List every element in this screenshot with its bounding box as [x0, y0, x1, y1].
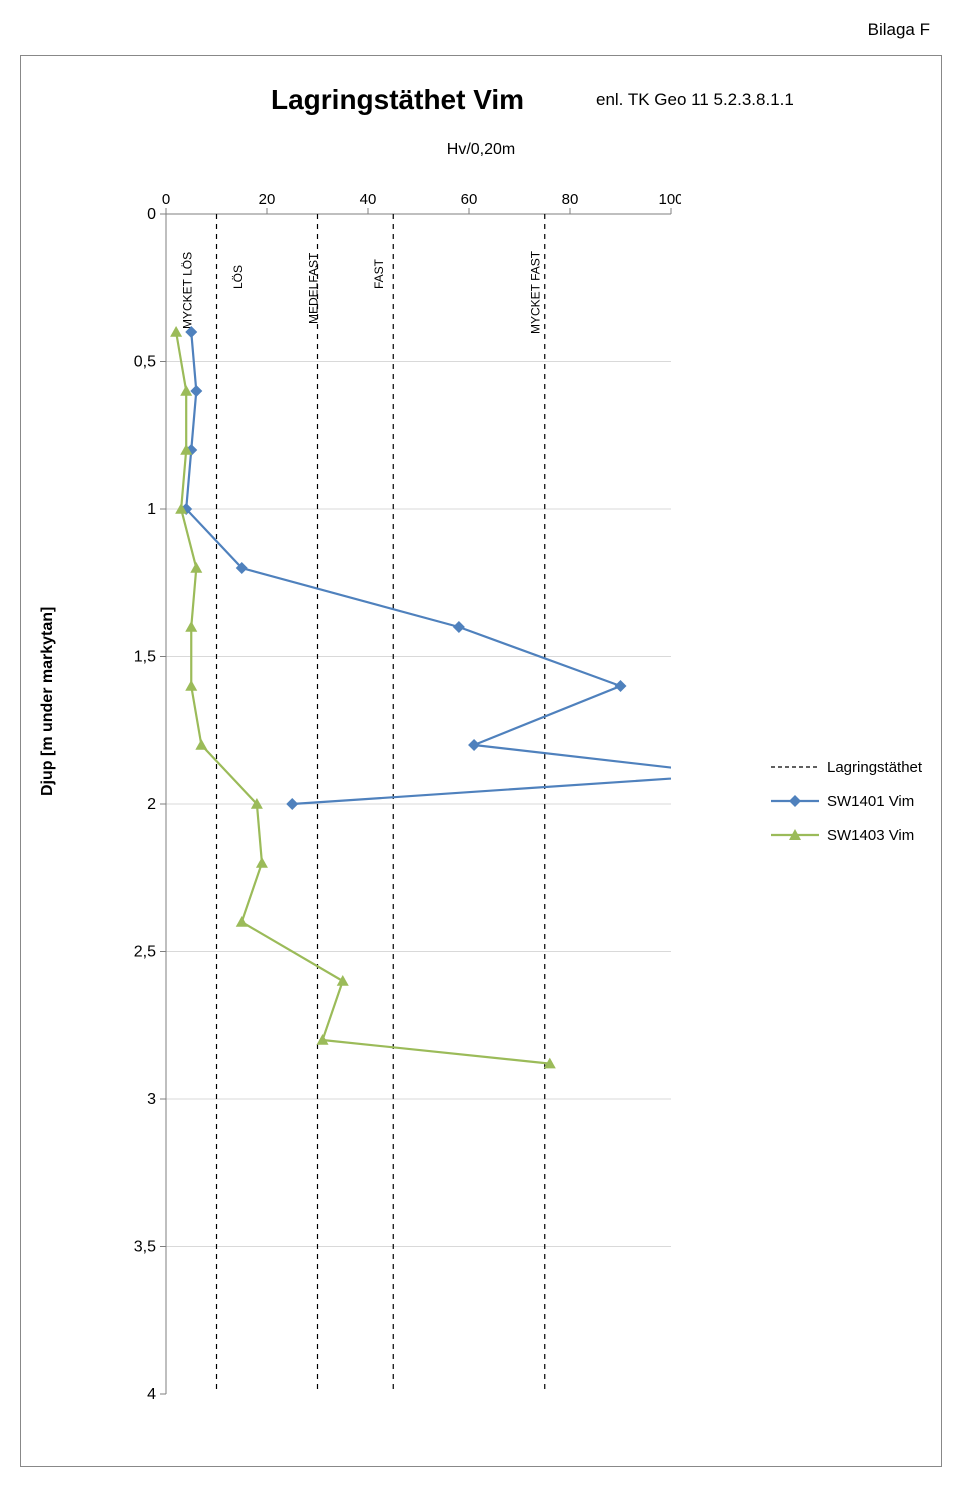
y-axis-label: Djup [m under markytan] — [39, 607, 57, 796]
legend-item-sw1403: SW1403 Vim — [771, 824, 922, 846]
page: Bilaga F Lagringstäthet Vim enl. TK Geo … — [0, 0, 960, 1489]
x-axis-label: Hv/0,20m — [21, 141, 941, 159]
chart-frame: Lagringstäthet Vim enl. TK Geo 11 5.2.3.… — [20, 55, 942, 1467]
svg-text:0: 0 — [147, 206, 156, 223]
svg-text:4: 4 — [147, 1386, 156, 1403]
svg-text:60: 60 — [461, 191, 478, 208]
svg-text:0: 0 — [162, 191, 170, 208]
svg-text:LÖS: LÖS — [231, 265, 245, 289]
svg-text:20: 20 — [259, 191, 276, 208]
svg-text:FAST: FAST — [372, 258, 386, 289]
chart-title: Lagringstäthet Vim — [271, 84, 524, 116]
svg-text:2: 2 — [147, 796, 156, 813]
legend-label: SW1403 Vim — [827, 827, 914, 844]
legend: Lagringstäthet SW1401 Vim SW1403 Vim — [771, 756, 922, 858]
svg-text:MEDELFAST: MEDELFAST — [307, 252, 321, 324]
legend-swatch-dashed — [771, 756, 819, 778]
chart-subtitle: enl. TK Geo 11 5.2.3.8.1.1 — [596, 90, 794, 110]
svg-text:100: 100 — [658, 191, 681, 208]
svg-text:40: 40 — [360, 191, 377, 208]
svg-text:0,5: 0,5 — [134, 354, 156, 371]
svg-text:2,5: 2,5 — [134, 944, 156, 961]
legend-swatch-sw1401 — [771, 790, 819, 812]
appendix-label: Bilaga F — [868, 20, 930, 40]
chart-svg: 0 20 40 60 80 100 0 0,5 1 1,5 2 2,5 3 3,5 4 MYCKET LÖS L… — [131, 186, 681, 1416]
legend-item-lagringstathet: Lagringstäthet — [771, 756, 922, 778]
svg-text:1: 1 — [147, 501, 156, 518]
svg-text:3,5: 3,5 — [134, 1239, 156, 1256]
svg-text:MYCKET LÖS: MYCKET LÖS — [180, 252, 194, 329]
legend-swatch-sw1403 — [771, 824, 819, 846]
plot-area: 0 20 40 60 80 100 0 0,5 1 1,5 2 2,5 3 3,5 4 MYCKET LÖS L… — [131, 186, 681, 1416]
svg-text:80: 80 — [562, 191, 579, 208]
legend-item-sw1401: SW1401 Vim — [771, 790, 922, 812]
legend-label: Lagringstäthet — [827, 759, 922, 776]
legend-label: SW1401 Vim — [827, 793, 914, 810]
svg-text:3: 3 — [147, 1091, 156, 1108]
svg-text:MYCKET FAST: MYCKET FAST — [529, 250, 543, 334]
svg-text:1,5: 1,5 — [134, 649, 156, 666]
